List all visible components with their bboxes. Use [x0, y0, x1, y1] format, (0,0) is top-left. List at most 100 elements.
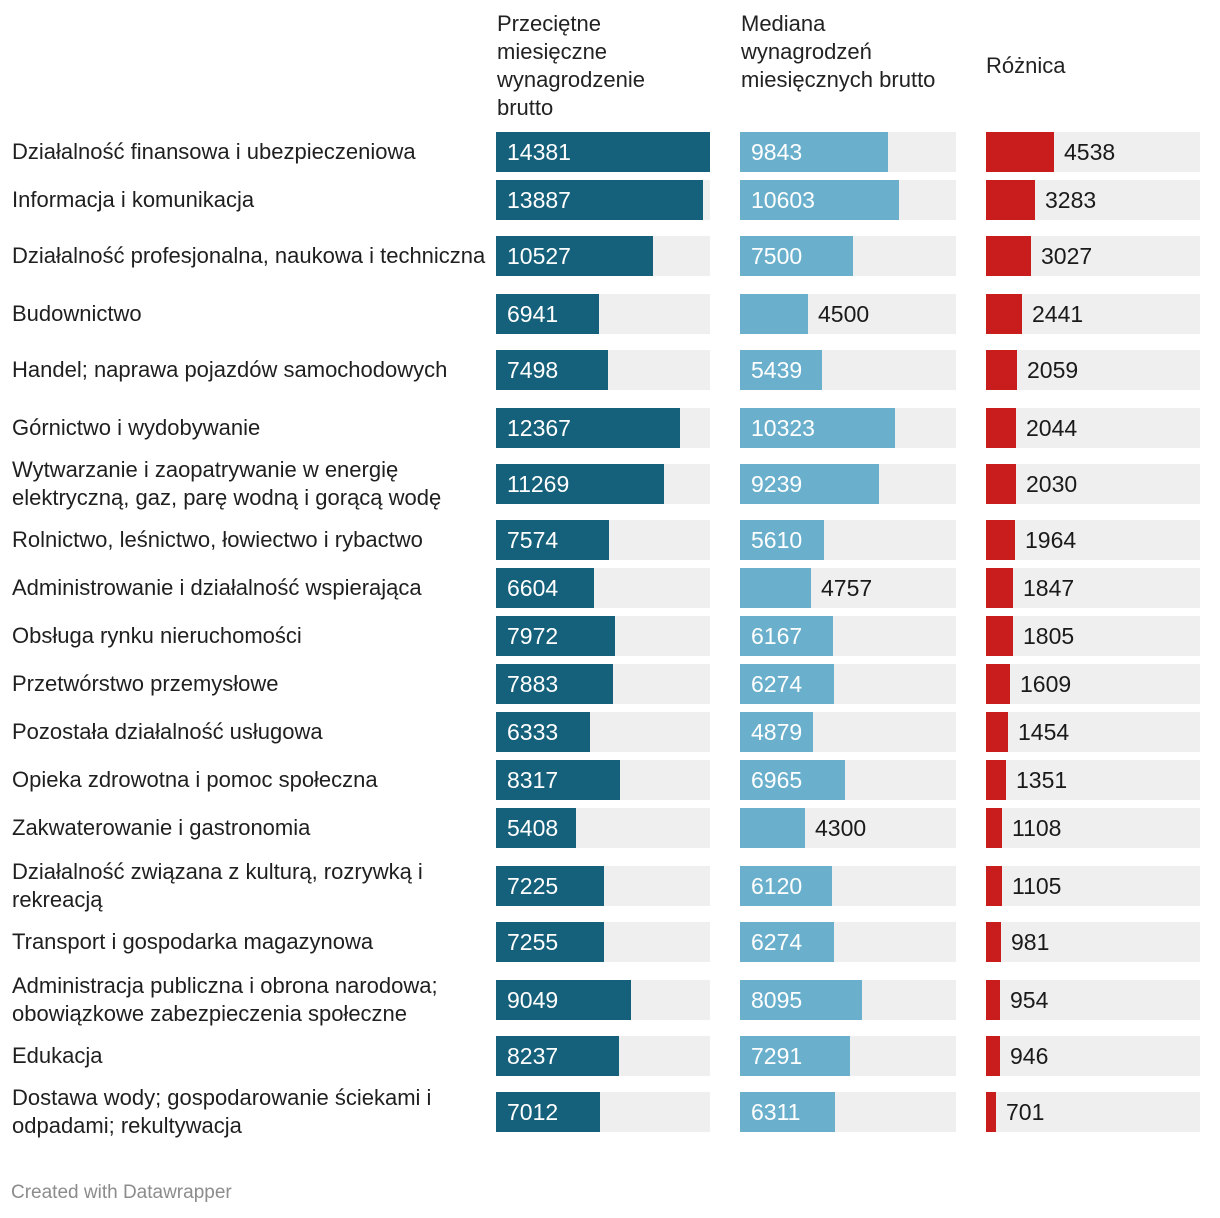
average-value-label: 7225 — [507, 873, 559, 899]
difference-track: 2059 — [986, 350, 1200, 390]
average-track: 7498 — [496, 350, 710, 390]
difference-value-label: 3283 — [1045, 187, 1097, 213]
average-track: 7883 — [496, 664, 710, 704]
difference-track: 2044 — [986, 408, 1200, 448]
average-track: 7012 — [496, 1092, 710, 1132]
table-row: Informacja i komunikacja 13887 10603 3283 — [0, 180, 1220, 220]
median-value-label: 9239 — [751, 471, 803, 497]
average-track: 9049 — [496, 980, 710, 1020]
row-label: Administracja publiczna i obrona narodow… — [12, 973, 438, 1026]
datawrapper-credit: Created with Datawrapper — [11, 1182, 232, 1203]
average-bar — [496, 616, 615, 656]
difference-track: 4538 — [986, 132, 1200, 172]
difference-bar — [986, 294, 1022, 334]
median-bar — [740, 568, 811, 608]
difference-value-label: 954 — [1010, 987, 1049, 1013]
median-bar — [740, 236, 853, 276]
average-bar — [496, 712, 590, 752]
median-value-label: 7500 — [751, 243, 803, 269]
average-bar — [496, 980, 631, 1020]
row-label: Dostawa wody; gospodarowanie ściekami i … — [12, 1085, 432, 1138]
row-label: Wytwarzanie i zaopatrywanie w energię el… — [12, 457, 442, 510]
difference-value-label: 1105 — [1012, 873, 1062, 899]
difference-track: 701 — [986, 1092, 1200, 1132]
difference-bar — [986, 236, 1031, 276]
median-track: 5610 — [740, 520, 956, 560]
average-value-label: 14381 — [507, 139, 571, 165]
median-track: 4757 — [740, 568, 956, 608]
median-bar — [740, 1036, 850, 1076]
row-label: Budownictwo — [12, 301, 142, 326]
average-bar — [496, 1036, 619, 1076]
average-value-label: 7883 — [507, 671, 559, 697]
median-bar — [740, 1092, 835, 1132]
average-value-label: 7574 — [507, 527, 559, 553]
difference-bar — [986, 408, 1016, 448]
average-bar — [496, 350, 608, 390]
average-value-label: 7498 — [507, 357, 559, 383]
difference-value-label: 1454 — [1018, 719, 1070, 745]
difference-bar — [986, 760, 1006, 800]
average-track: 8317 — [496, 760, 710, 800]
difference-value-label: 2044 — [1026, 415, 1078, 441]
table-row: Administrowanie i działalność wspierając… — [0, 568, 1220, 608]
median-value-label: 4500 — [818, 301, 870, 327]
median-bar — [740, 616, 833, 656]
average-value-label: 7255 — [507, 929, 559, 955]
median-value-label: 6167 — [751, 623, 803, 649]
average-track: 10527 — [496, 236, 710, 276]
median-track: 10323 — [740, 408, 956, 448]
table-row: Pozostała działalność usługowa 6333 4879 14… — [0, 712, 1220, 752]
median-bar — [740, 760, 845, 800]
difference-bar — [986, 464, 1016, 504]
difference-track: 2441 — [986, 294, 1200, 334]
difference-value-label: 2059 — [1027, 357, 1079, 383]
median-track: 4500 — [740, 294, 956, 334]
difference-value-label: 981 — [1011, 929, 1050, 955]
difference-track: 2030 — [986, 464, 1200, 504]
row-label: Rolnictwo, leśnictwo, łowiectwo i rybact… — [12, 527, 423, 552]
difference-bar — [986, 180, 1035, 220]
median-value-label: 8095 — [751, 987, 803, 1013]
row-label: Obsługa rynku nieruchomości — [12, 623, 302, 648]
difference-value-label: 2441 — [1032, 301, 1084, 327]
average-value-label: 5408 — [507, 815, 559, 841]
average-track: 12367 — [496, 408, 710, 448]
difference-bar — [986, 520, 1015, 560]
median-track: 7500 — [740, 236, 956, 276]
median-track: 8095 — [740, 980, 956, 1020]
difference-track: 1847 — [986, 568, 1200, 608]
median-track: 6167 — [740, 616, 956, 656]
average-track: 6333 — [496, 712, 710, 752]
median-bar — [740, 294, 808, 334]
median-track: 4300 — [740, 808, 956, 848]
difference-bar — [986, 664, 1010, 704]
table-row: Działalność związana z kulturą, rozrywką… — [0, 859, 1220, 912]
median-bar — [740, 408, 895, 448]
header-average-salary: Przeciętne miesięczne wynagrodzenie brut… — [497, 11, 645, 120]
median-value-label: 6120 — [751, 873, 803, 899]
average-value-label: 6604 — [507, 575, 559, 601]
median-value-label: 6311 — [751, 1099, 801, 1125]
average-bar — [496, 1092, 600, 1132]
median-bar — [740, 664, 834, 704]
average-bar — [496, 760, 620, 800]
difference-track: 981 — [986, 922, 1200, 962]
row-label: Handel; naprawa pojazdów samochodowych — [12, 357, 448, 382]
row-label: Górnictwo i wydobywanie — [12, 415, 261, 440]
median-track: 6311 — [740, 1092, 956, 1132]
table-row: Administracja publiczna i obrona narodow… — [0, 973, 1220, 1026]
average-track: 11269 — [496, 464, 710, 504]
median-value-label: 6274 — [751, 671, 803, 697]
median-bar — [740, 980, 862, 1020]
median-value-label: 4879 — [751, 719, 803, 745]
average-value-label: 10527 — [507, 243, 571, 269]
average-value-label: 8317 — [507, 767, 559, 793]
average-value-label: 7012 — [507, 1099, 559, 1125]
row-label: Zakwaterowanie i gastronomia — [12, 815, 311, 840]
median-track: 9239 — [740, 464, 956, 504]
average-value-label: 12367 — [507, 415, 571, 441]
difference-value-label: 1847 — [1023, 575, 1075, 601]
average-bar — [496, 922, 604, 962]
difference-bar — [986, 1092, 996, 1132]
